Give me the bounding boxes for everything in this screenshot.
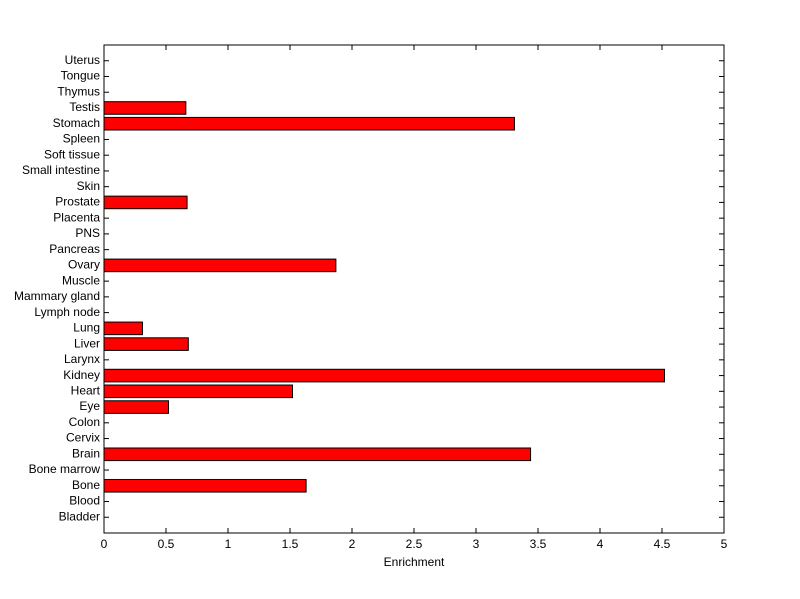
bar bbox=[103, 321, 143, 336]
bar bbox=[103, 447, 532, 462]
x-axis-label: Enrichment bbox=[384, 555, 445, 569]
bar bbox=[103, 384, 293, 399]
y-tick-label: Cervix bbox=[66, 431, 100, 445]
y-tick-label: Spleen bbox=[63, 132, 100, 146]
y-tick-label: Brain bbox=[72, 446, 100, 460]
y-tick-label: Placenta bbox=[53, 210, 100, 224]
y-tick-label: PNS bbox=[75, 226, 100, 240]
x-tick-label: 1.5 bbox=[282, 537, 299, 551]
y-tick-label: Skin bbox=[77, 179, 100, 193]
x-tick-label: 4 bbox=[597, 537, 604, 551]
y-tick-label: Prostate bbox=[55, 195, 100, 209]
y-tick-label: Bladder bbox=[59, 509, 100, 523]
y-tick-label: Bone bbox=[72, 478, 100, 492]
x-tick-label: 3.5 bbox=[530, 537, 547, 551]
y-tick-label: Thymus bbox=[57, 84, 100, 98]
y-tick-label: Uterus bbox=[65, 53, 100, 67]
y-tick-label: Soft tissue bbox=[44, 147, 100, 161]
y-tick-label: Blood bbox=[69, 494, 100, 508]
y-tick-label: Testis bbox=[69, 100, 100, 114]
bar bbox=[103, 258, 337, 273]
x-tick-label: 3 bbox=[473, 537, 480, 551]
bar bbox=[103, 368, 665, 383]
bar bbox=[103, 101, 187, 115]
y-tick-label: Pancreas bbox=[49, 242, 100, 256]
x-tick-label: 1 bbox=[225, 537, 232, 551]
y-tick-label: Liver bbox=[74, 336, 100, 350]
y-tick-label: Larynx bbox=[64, 352, 100, 366]
x-tick-label: 5 bbox=[721, 537, 728, 551]
y-tick-label: Colon bbox=[69, 415, 100, 429]
x-tick-label: 2.5 bbox=[406, 537, 423, 551]
bar bbox=[103, 478, 307, 493]
y-tick-label: Kidney bbox=[63, 368, 100, 382]
y-tick-label: Ovary bbox=[68, 258, 100, 272]
y-tick-label: Bone marrow bbox=[29, 462, 101, 476]
y-tick-label: Tongue bbox=[61, 69, 101, 83]
x-tick-label: 0.5 bbox=[158, 537, 175, 551]
bar bbox=[103, 195, 188, 210]
x-tick-label: 0 bbox=[101, 537, 108, 551]
y-tick-label: Eye bbox=[79, 399, 100, 413]
bar bbox=[103, 116, 515, 131]
y-tick-label: Mammary gland bbox=[14, 289, 100, 303]
bar bbox=[103, 400, 169, 414]
x-tick-label: 4.5 bbox=[654, 537, 671, 551]
y-tick-label: Stomach bbox=[53, 116, 100, 130]
y-tick-label: Lung bbox=[73, 321, 100, 335]
y-tick-label: Lymph node bbox=[34, 305, 100, 319]
y-tick-label: Small intestine bbox=[22, 163, 100, 177]
y-tick-label: Heart bbox=[71, 383, 101, 397]
x-tick-label: 2 bbox=[349, 537, 356, 551]
bar bbox=[103, 337, 189, 351]
y-tick-label: Muscle bbox=[62, 273, 100, 287]
